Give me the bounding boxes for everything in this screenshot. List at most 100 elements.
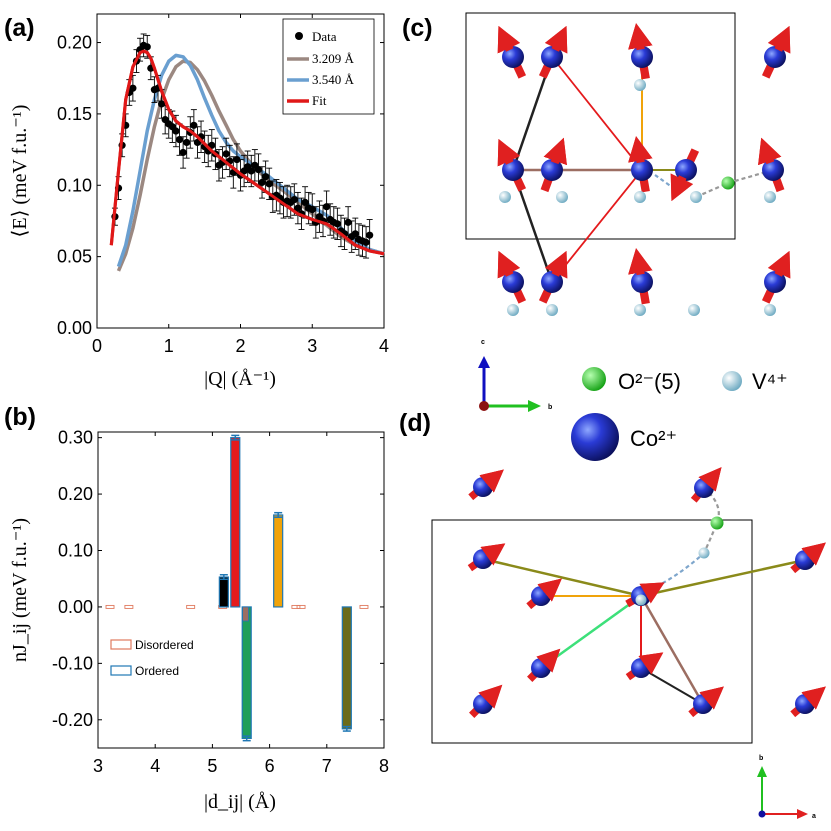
spin-arrow-tip (479, 469, 504, 493)
disordered-bar (296, 604, 306, 609)
ordered-bar (273, 514, 284, 608)
bond-olive-d1 (482, 557, 642, 598)
plot-area-b (105, 434, 369, 742)
axes-indicator-d: b a (757, 755, 816, 820)
cobalt-sphere (631, 159, 653, 181)
cobalt-sphere (631, 46, 653, 68)
plot-area-a (109, 33, 385, 272)
y-tick-label-a: 0.10 (57, 175, 92, 195)
data-point (294, 204, 302, 212)
data-point (179, 148, 187, 157)
bond-red-c1 (551, 56, 643, 171)
atom-key: O²⁻(5) V⁴⁺ Co²⁺ (571, 367, 788, 461)
bond-brown-d (639, 595, 705, 705)
spin-arrow-tip (628, 248, 653, 276)
axis-ticks-a: 0 1 2 3 4 0.00 0.05 0.10 0.15 0.20 (57, 14, 389, 356)
axis-a-label-d: a (812, 813, 816, 820)
spin-arrow-tip (478, 684, 503, 709)
atoms-c (497, 23, 791, 316)
vanadium-atom (546, 304, 558, 316)
panel-label-d: (d) (399, 409, 431, 437)
spin-arrow-tip (497, 250, 521, 279)
key-cobalt: Co²⁺ (630, 426, 677, 451)
vanadium-atom (634, 304, 646, 316)
ordered-bar-small (242, 606, 249, 622)
data-point (301, 198, 309, 206)
cobalt-sphere (762, 159, 784, 181)
axis-c-arrowhead (478, 356, 490, 368)
cobalt-atom (625, 652, 664, 681)
atoms-d (467, 467, 826, 718)
legend-swatch-data (295, 32, 303, 40)
y-tick-label-a: 0.00 (57, 318, 92, 338)
x-tick-label-a: 0 (92, 336, 102, 356)
axis-c-dot-d (758, 810, 766, 818)
legend-label-disordered: Disordered (135, 638, 194, 652)
ylabel-b: nJ_ij (meV f.u.⁻¹) (9, 518, 31, 662)
bond-dashed-blue-d (649, 552, 705, 591)
data-point (265, 180, 273, 188)
vanadium-atom (634, 191, 646, 203)
legend-b: Disordered Ordered (110, 638, 194, 678)
ordered-bar (218, 576, 229, 608)
data-point (344, 218, 352, 226)
x-tick-label-b: 6 (265, 756, 275, 776)
legend-label-3209: 3.209 Å (312, 51, 355, 66)
spin-arrow-tip (544, 25, 568, 54)
cobalt-atom (761, 25, 791, 79)
axis-c-label: c (481, 339, 485, 346)
cobalt-atom (628, 23, 653, 80)
bond-red-c2 (551, 169, 643, 283)
x-tick-label-b: 5 (207, 756, 217, 776)
series-line-fit-top (109, 49, 385, 256)
legend-a: Data 3.209 Å 3.540 Å Fit (282, 18, 375, 115)
spin-arrow-tip (628, 136, 653, 164)
axes-indicator-c: c b (478, 339, 552, 412)
panel-d-crystal-structure: (d) b a (399, 409, 826, 820)
vanadium-atom (688, 304, 700, 316)
cobalt-atom (758, 137, 785, 193)
x-tick-label-a: 4 (379, 336, 389, 356)
axis-b-label-d: b (759, 755, 763, 762)
data-point (262, 173, 270, 181)
data-point (233, 155, 241, 164)
bond-dashed-gray-c (695, 168, 774, 199)
spin-arrow-tip (497, 25, 521, 54)
data-point (258, 178, 266, 187)
vanadium-atom (690, 191, 702, 203)
vanadium-atom (698, 547, 710, 559)
axis-b-label: b (548, 404, 552, 411)
cobalt-sphere (631, 271, 653, 293)
cobalt-atom (540, 137, 567, 193)
data-point (254, 165, 263, 174)
data-point (308, 205, 316, 214)
disordered-bar (186, 604, 196, 609)
xlabel-a: |Q| (Å⁻¹) (204, 368, 276, 390)
bond-dashed-gray-d (703, 487, 720, 554)
x-tick-label-b: 8 (379, 756, 389, 776)
legend-label-data: Data (312, 29, 337, 44)
bond-green-d (540, 594, 642, 670)
x-tick-label-a: 1 (164, 336, 174, 356)
disordered-bar (291, 604, 301, 609)
y-tick-label-b: 0.10 (58, 541, 93, 561)
disordered-bar (105, 604, 115, 609)
vanadium-atom (556, 191, 568, 203)
data-point (183, 138, 191, 147)
cobalt-atom (628, 136, 653, 193)
y-tick-label-b: -0.20 (52, 710, 93, 730)
data-point (362, 238, 370, 246)
axis-a-dot (479, 401, 489, 411)
spin-arrow-tip (536, 648, 561, 673)
data-point (222, 150, 230, 158)
key-vanadium: V⁴⁺ (752, 369, 788, 394)
vanadium-atom (764, 304, 776, 316)
spin-arrow-tip (699, 686, 724, 710)
cobalt-atom (526, 578, 562, 610)
legend-swatch-disordered (110, 639, 132, 650)
cobalt-sphere (541, 159, 563, 181)
vanadium-atom (635, 594, 647, 606)
panel-b: (b) 3 4 5 6 7 8 0.30 0.20 0.10 0.00 -0.10 -0.20 |d_… (4, 403, 389, 813)
cobalt-atom (690, 467, 722, 503)
spin-arrow-tip (480, 543, 506, 566)
